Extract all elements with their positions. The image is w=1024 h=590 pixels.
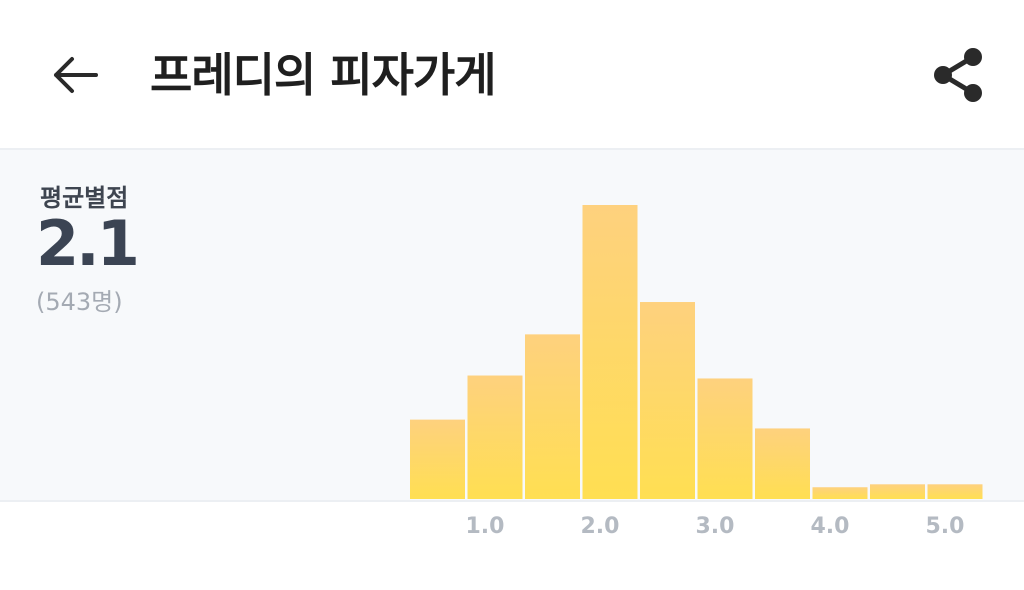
histogram-bar [410,419,465,499]
top-app-bar: 프레디의 피자가게 [0,0,1024,150]
average-rating-value: 2.1 [36,207,140,280]
x-tick-label: 1.0 [466,514,505,539]
x-tick-label: 4.0 [811,514,850,539]
histogram-bar [812,487,868,499]
back-button[interactable] [40,44,110,106]
rating-distribution-chart: 1.0 2.0 3.0 4.0 5.0 [410,205,983,539]
histogram-bar [755,428,810,499]
share-button[interactable] [924,42,994,108]
rating-count: (543명) [36,288,123,316]
x-tick-label: 2.0 [581,514,620,539]
x-tick-label: 5.0 [926,514,965,539]
histogram-bar [927,484,983,499]
x-tick-label: 3.0 [696,514,735,539]
share-icon [934,48,982,102]
histogram-bar [640,302,695,499]
histogram-bar [582,205,638,499]
chart-baseline [0,500,1024,502]
histogram-bar [697,378,753,499]
arrow-left-icon [54,57,98,93]
average-rating-label: 평균별점 [40,184,129,212]
page-title: 프레디의 피자가게 [150,48,497,102]
histogram-bar [467,375,523,499]
histogram-bar [870,484,925,499]
histogram-bar [525,334,580,499]
